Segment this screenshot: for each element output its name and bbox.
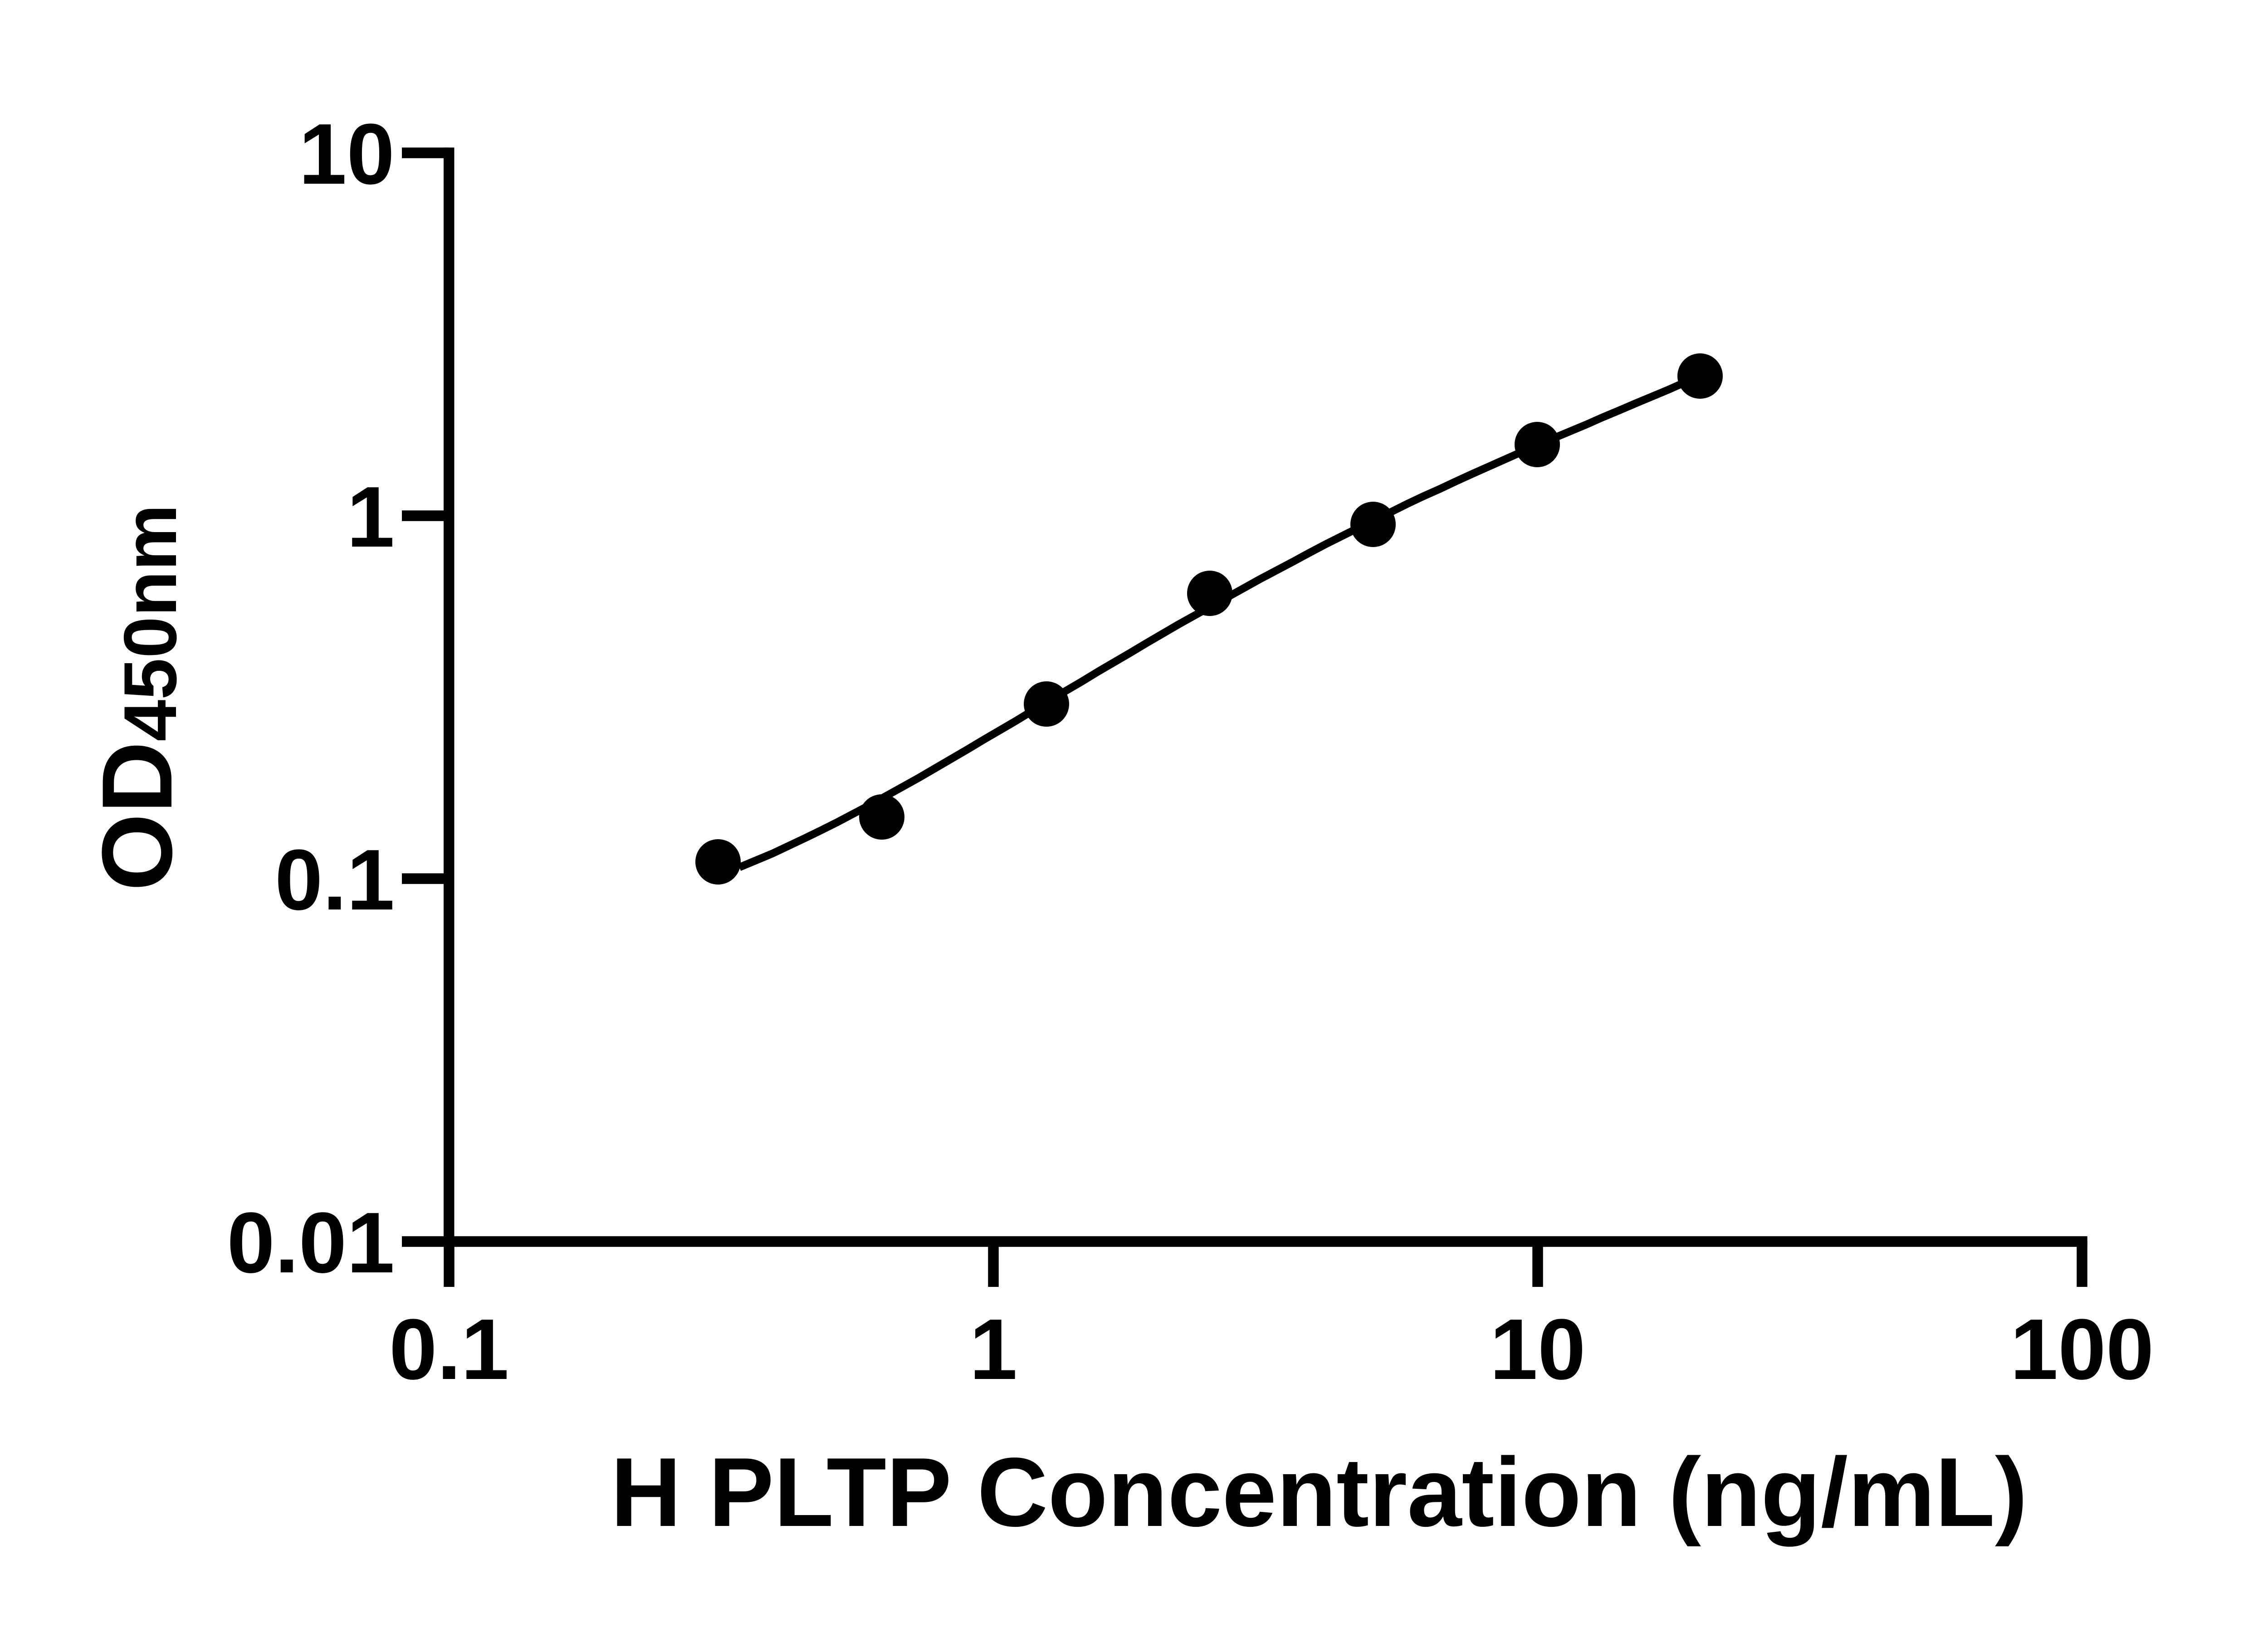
- svg-text:100: 100: [2010, 1301, 2154, 1398]
- svg-text:H PLTP Concentration (ng/mL): H PLTP Concentration (ng/mL): [611, 1437, 2028, 1547]
- svg-text:0.1: 0.1: [275, 832, 395, 928]
- svg-text:0.01: 0.01: [227, 1195, 395, 1291]
- svg-text:10: 10: [299, 106, 395, 202]
- svg-text:10: 10: [1490, 1301, 1585, 1398]
- svg-text:0.1: 0.1: [389, 1301, 509, 1398]
- svg-text:1: 1: [969, 1301, 1017, 1398]
- svg-text:OD450nm: OD450nm: [81, 504, 193, 891]
- svg-text:1: 1: [347, 469, 395, 565]
